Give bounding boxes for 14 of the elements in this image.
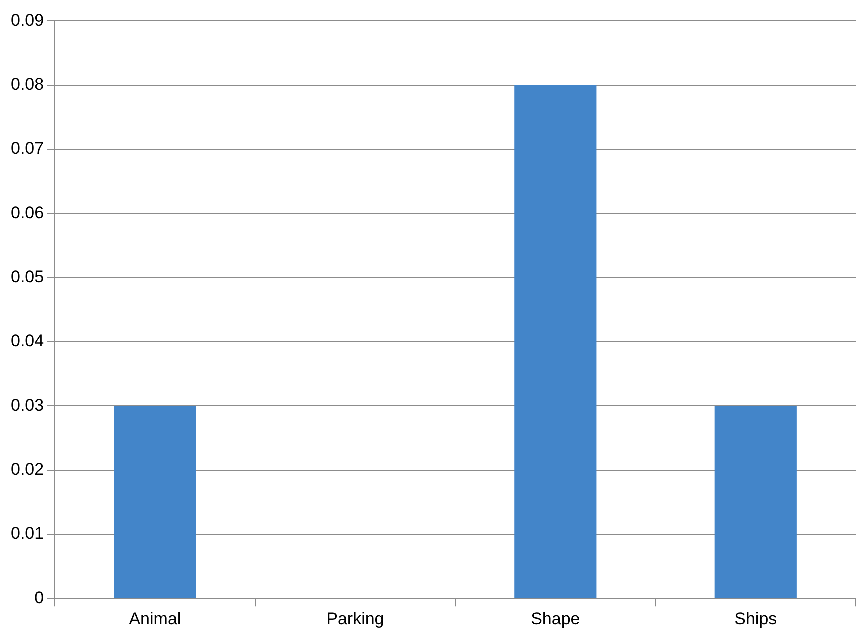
y-tick-label: 0.01 (10, 524, 44, 544)
y-tick-label: 0.05 (10, 268, 44, 287)
x-tick-label: Shape (531, 609, 580, 628)
y-tick-label: 0.03 (10, 396, 44, 415)
x-tick-label: Animal (129, 609, 182, 628)
x-tick-label: Ships (734, 609, 778, 628)
y-tick-label: 0.06 (10, 203, 44, 222)
y-tick-label: 0.02 (10, 460, 44, 479)
y-tick-label: 0 (34, 588, 44, 608)
y-tick-label: 0.08 (10, 75, 44, 94)
y-tick-label: 0.04 (10, 332, 44, 351)
y-tick-label: 0.07 (10, 139, 44, 158)
y-tick-label: 0.09 (10, 10, 44, 30)
x-tick-label: Parking (326, 609, 384, 628)
